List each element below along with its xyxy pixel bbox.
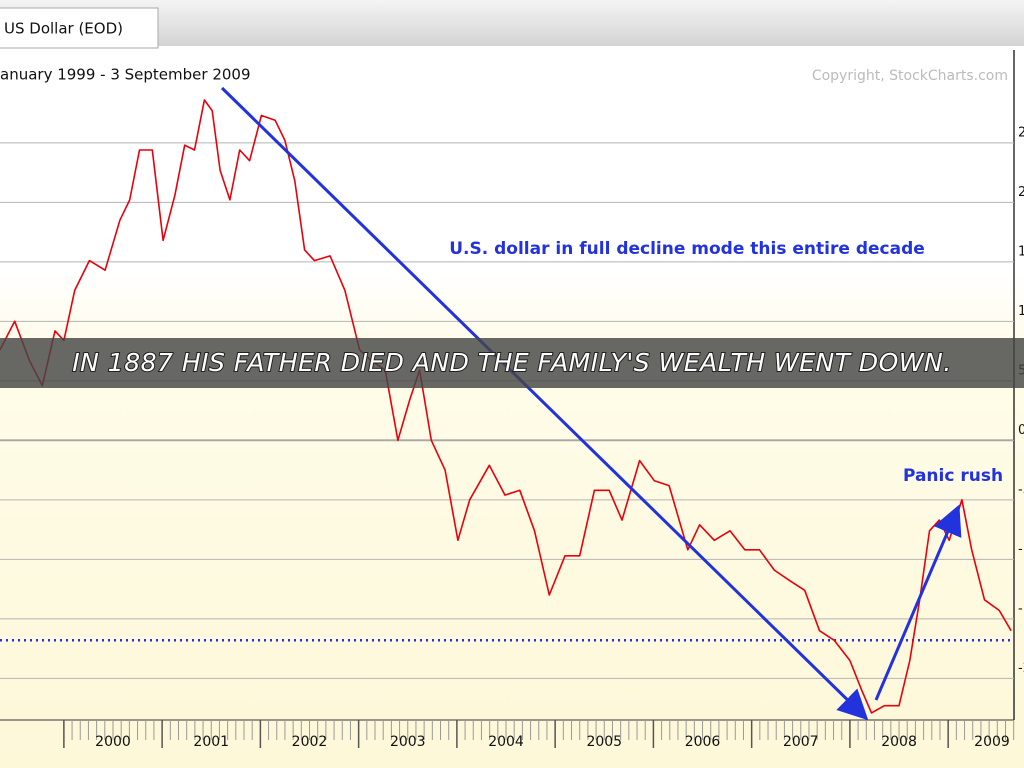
y-tick-label: 0	[1018, 423, 1024, 438]
x-tick-label: 2009	[974, 734, 1010, 750]
y-tick-label: -10	[1018, 542, 1024, 557]
y-tick-label: 10	[1018, 304, 1024, 319]
copyright: Copyright, StockCharts.com	[812, 68, 1008, 84]
rush-arrow	[874, 504, 962, 701]
annotation: Panic rush	[903, 466, 1003, 486]
x-tick-label: 2000	[95, 734, 131, 750]
caption: IN 1887 HIS FATHER DIED AND THE FAMILY'S…	[72, 348, 951, 377]
subtitle: anuary 1999 - 3 September 2009	[0, 66, 251, 84]
data-line	[0, 99, 1012, 714]
x-tick-label: 2007	[783, 734, 819, 750]
caption-band	[0, 338, 1024, 388]
y-tick-label: 25	[1018, 125, 1024, 140]
tab-label[interactable]: US Dollar (EOD)	[4, 20, 123, 38]
y-tick-label: -5	[1018, 482, 1024, 497]
tab[interactable]	[0, 7, 159, 49]
x-tick-label: 2004	[488, 734, 524, 750]
y-tick-label: -15	[1018, 601, 1024, 616]
x-tick-label: 2001	[193, 734, 229, 750]
y-tick-label: 15	[1018, 244, 1024, 259]
x-tick-label: 2005	[586, 734, 622, 750]
x-tick-label: 2006	[685, 734, 721, 750]
x-tick-label: 2008	[881, 734, 917, 750]
annotation: U.S. dollar in full decline mode this en…	[449, 239, 925, 259]
decline-arrow	[220, 86, 869, 721]
y-tick-label: 20	[1018, 185, 1024, 200]
tab-bar	[0, 0, 1024, 46]
x-tick-label: 2002	[292, 734, 328, 750]
y-tick-label: -20	[1018, 661, 1024, 676]
x-tick-label: 2003	[390, 734, 426, 750]
